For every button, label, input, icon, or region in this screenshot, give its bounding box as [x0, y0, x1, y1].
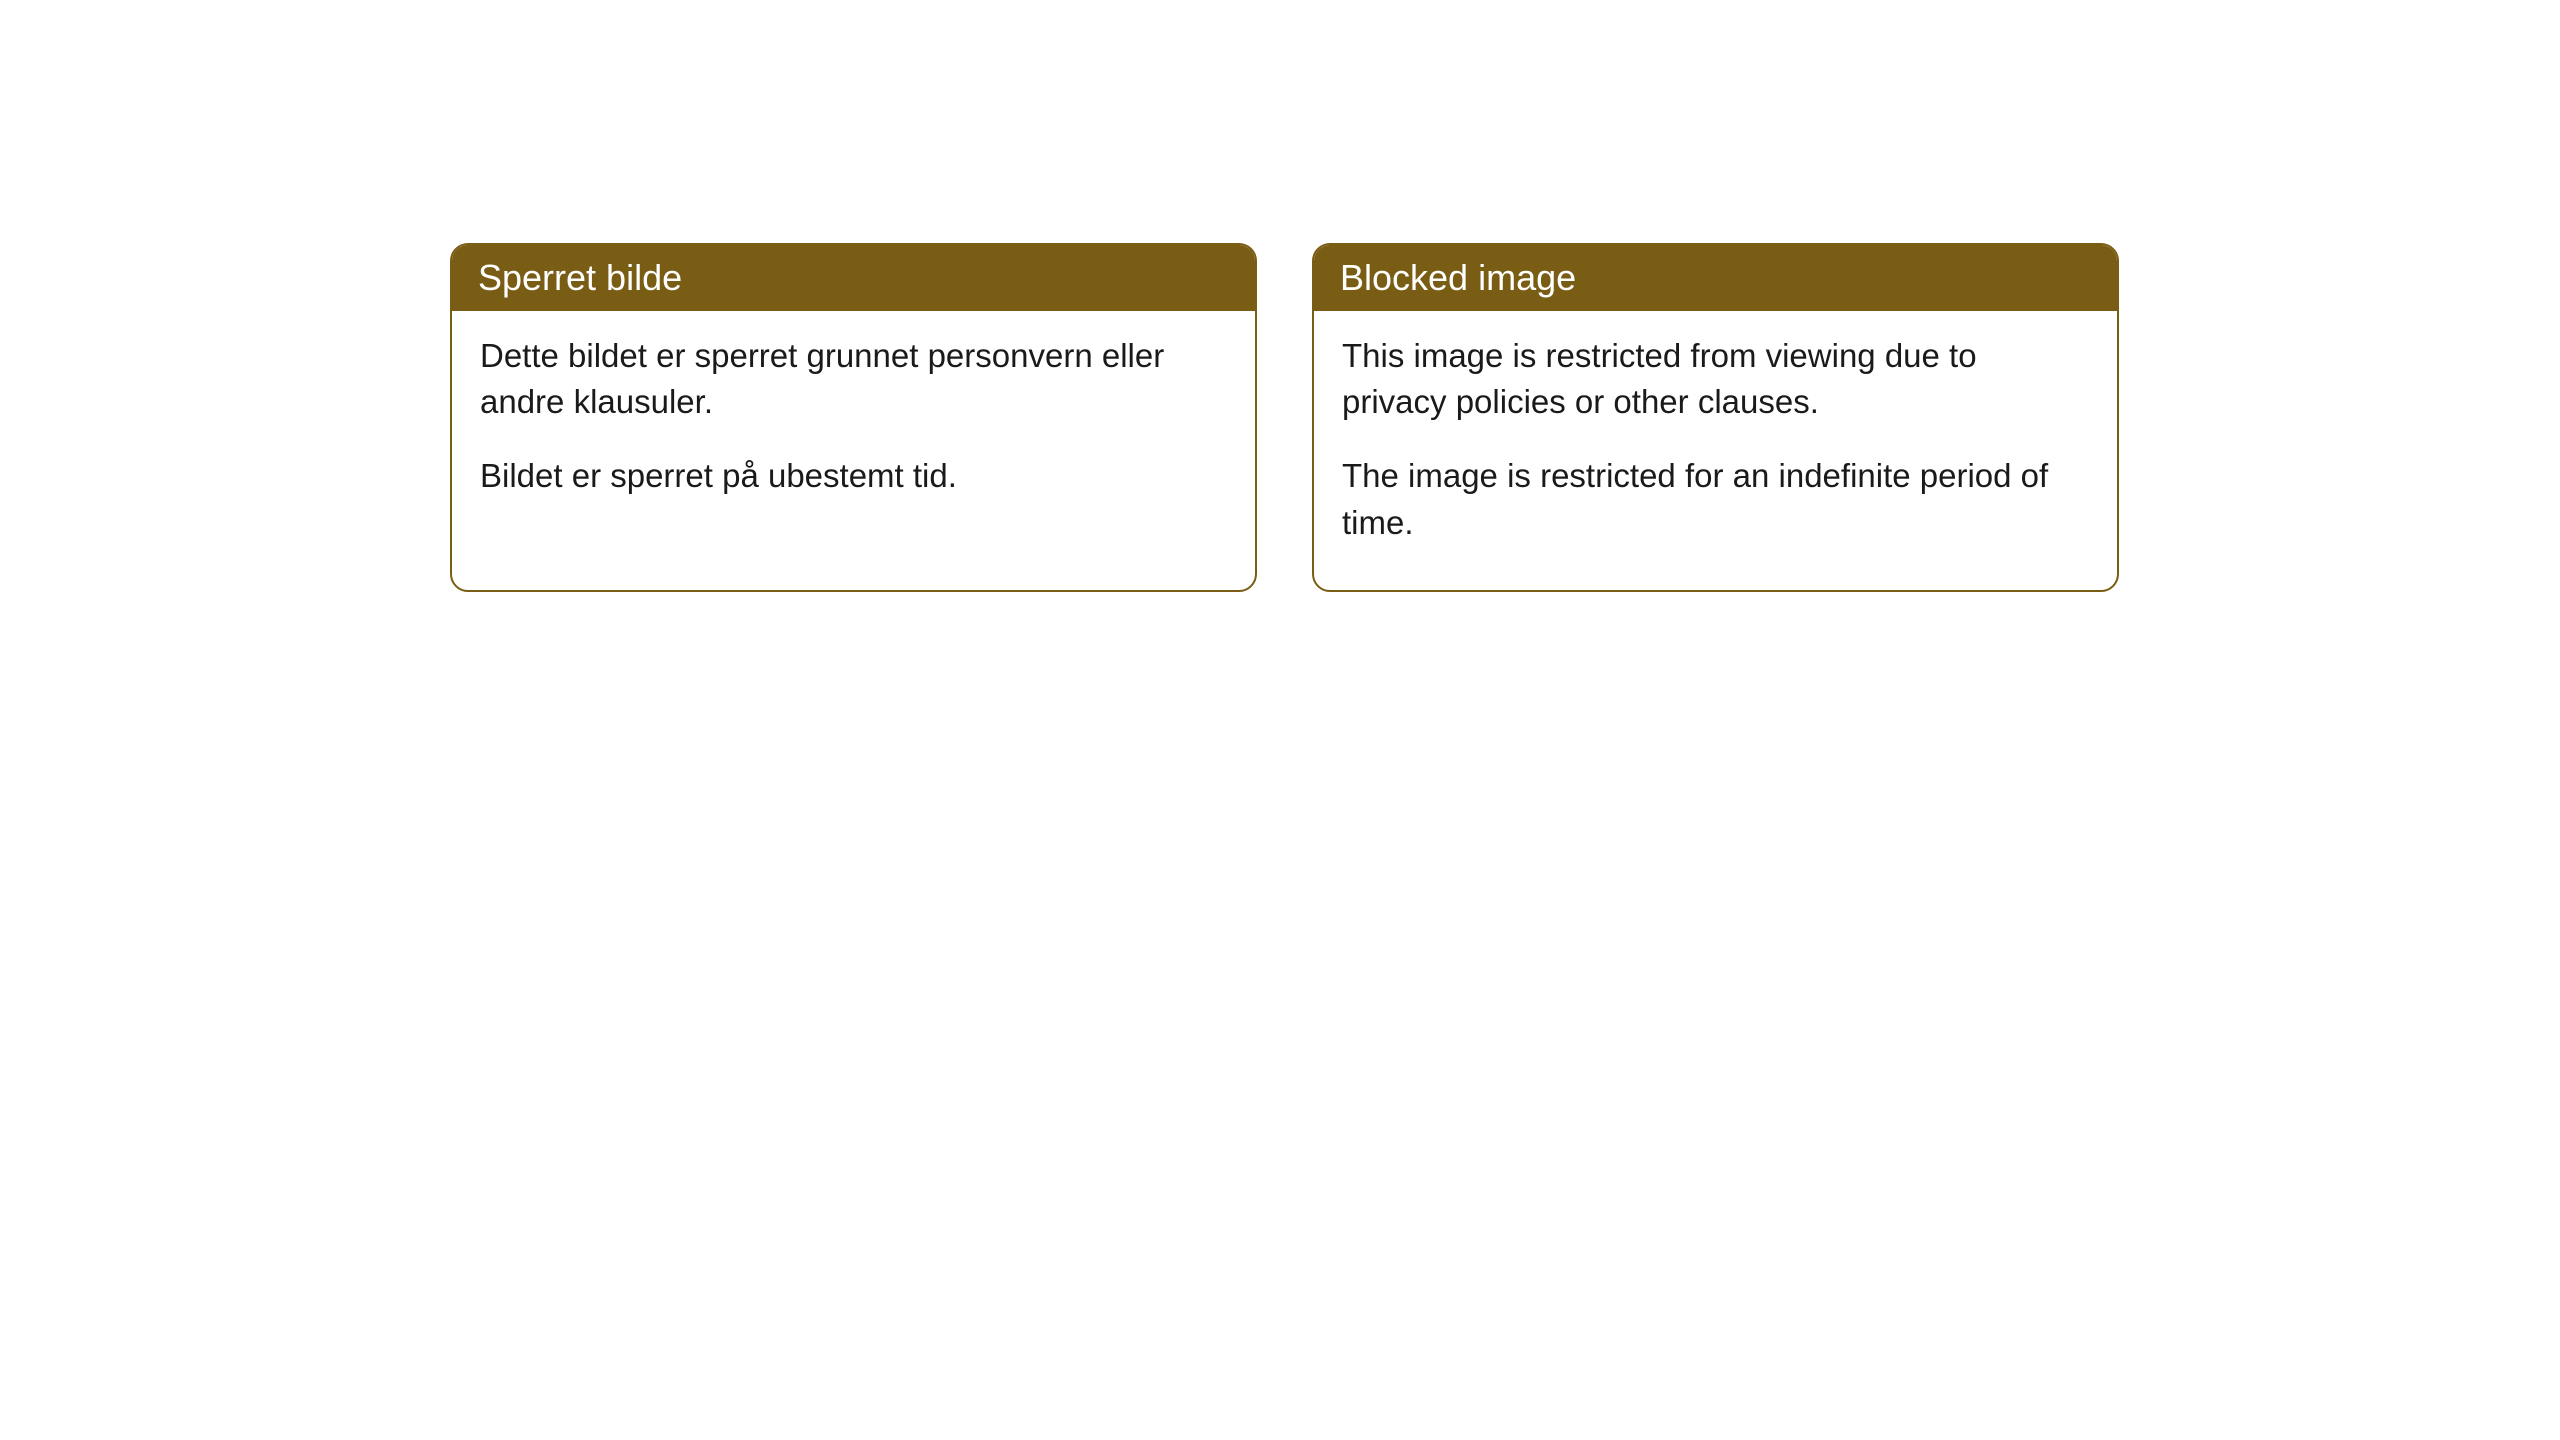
card-title: Sperret bilde: [478, 257, 682, 298]
card-body: Dette bildet er sperret grunnet personve…: [452, 311, 1255, 544]
card-header: Blocked image: [1314, 245, 2117, 311]
blocked-image-card-english: Blocked image This image is restricted f…: [1312, 243, 2119, 592]
notice-container: Sperret bilde Dette bildet er sperret gr…: [450, 243, 2119, 592]
card-paragraph: This image is restricted from viewing du…: [1342, 333, 2089, 425]
card-paragraph: Bildet er sperret på ubestemt tid.: [480, 453, 1227, 499]
card-title: Blocked image: [1340, 257, 1576, 298]
card-paragraph: Dette bildet er sperret grunnet personve…: [480, 333, 1227, 425]
card-paragraph: The image is restricted for an indefinit…: [1342, 453, 2089, 545]
blocked-image-card-norwegian: Sperret bilde Dette bildet er sperret gr…: [450, 243, 1257, 592]
card-header: Sperret bilde: [452, 245, 1255, 311]
card-body: This image is restricted from viewing du…: [1314, 311, 2117, 590]
